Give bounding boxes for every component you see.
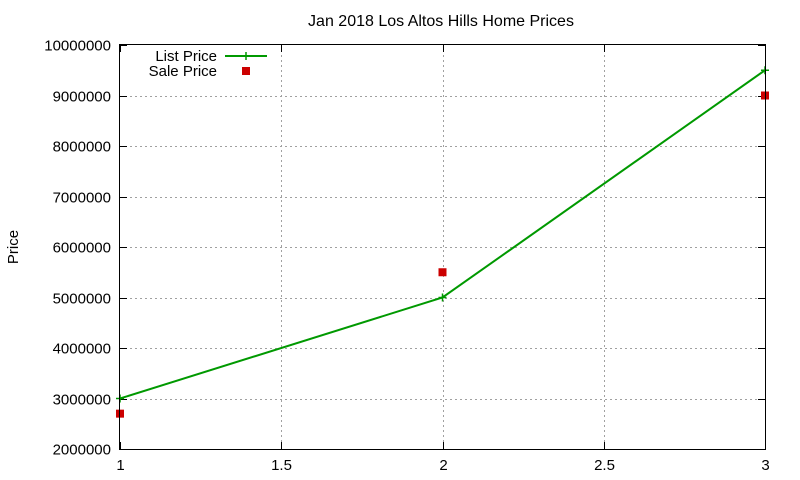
legend-square-marker: [242, 67, 250, 75]
series-line-list-price: [119, 69, 766, 400]
x-tick-label: 2.5: [594, 457, 615, 474]
legend-plus-marker: [242, 52, 250, 60]
legend-marker-list-price: [242, 52, 250, 60]
y-tick-label: 7000000: [53, 190, 111, 207]
legend-label-list-price: List Price: [155, 48, 217, 65]
data-series: [116, 66, 769, 418]
y-tick-label: 6000000: [53, 240, 111, 257]
y-tick-label: 3000000: [53, 392, 111, 409]
grid-lines: [120, 45, 765, 449]
chart-title: Jan 2018 Los Altos Hills Home Prices: [308, 13, 574, 30]
y-axis-label: Price: [5, 230, 22, 264]
x-tick-label: 2: [439, 457, 447, 474]
y-tick-label: 4000000: [53, 341, 111, 358]
x-tick-label: 1: [116, 457, 124, 474]
legend-marker-sale-price: [242, 67, 250, 75]
x-tick-label: 1.5: [271, 457, 292, 474]
x-tick-label: 3: [761, 457, 769, 474]
data-point-sale-price: [438, 268, 447, 277]
y-tick-label: 9000000: [53, 89, 111, 106]
tick-labels: 2000000 3000000 4000000 5000000 6000000 70000…: [44, 38, 769, 475]
y-tick-label: 10000000: [44, 38, 111, 55]
data-point-list-price: [438, 293, 447, 302]
legend: List Price Sale Price: [149, 48, 267, 80]
y-tick-label: 8000000: [53, 139, 111, 156]
legend-label-sale-price: Sale Price: [149, 63, 217, 80]
plot-border: [119, 44, 766, 450]
y-tick-label: 5000000: [53, 291, 111, 308]
y-tick-label: 2000000: [53, 442, 111, 459]
